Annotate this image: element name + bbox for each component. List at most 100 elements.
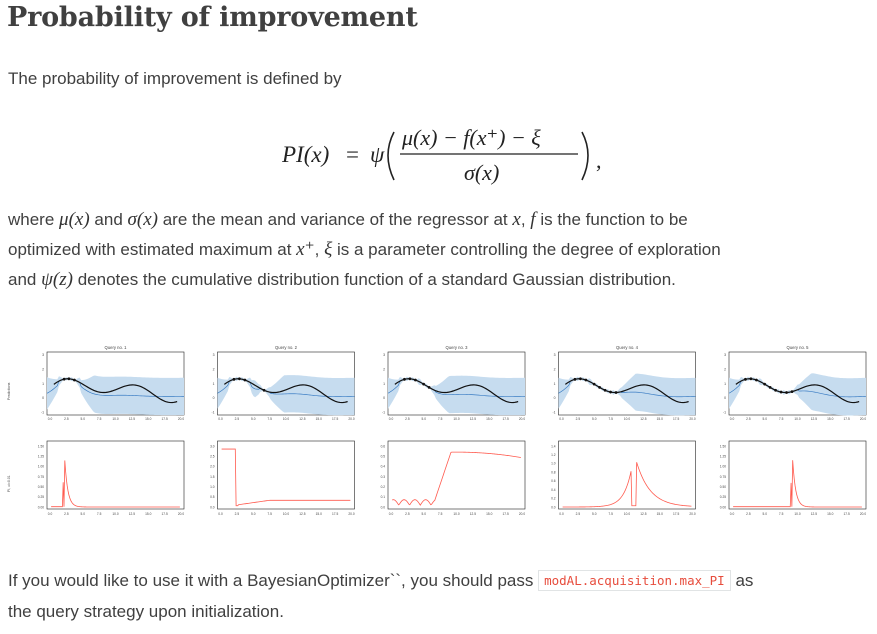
bottom-y-tick: 0.00 [38,505,44,509]
query-panel: Query no. 4 -1 0 1 2 3 0.0 2.5 5.0 7.5 10.0 12.5 15.… [551,345,696,516]
bottom-axes [217,440,355,510]
psiz-symbol: ψ(z) [41,269,73,290]
xplus-symbol: x⁺ [296,239,315,260]
top-y-tick: 1 [554,382,556,386]
bottom-y-tick: 0.2 [381,485,386,489]
bottom-y-tick: 0.6 [551,479,556,483]
bottom-x-tick: 15.0 [316,512,322,516]
top-x-tick: 2.5 [235,417,240,421]
query-panel: Query no. 1 -1 0 1 2 3 0.0 2.5 5.0 7.5 10.0 12.5 15.… [38,345,185,516]
top-x-tick: 2.5 [405,417,410,421]
bottom-y-tick: 0.1 [381,495,386,499]
panel-title: Query no. 3 [446,345,469,350]
top-y-tick: 0 [383,396,385,400]
formula-psi: ψ [370,142,385,167]
panel-title: Query no. 1 [105,345,128,350]
bottom-x-tick: 2.5 [235,512,240,516]
max-pi-code: modAL.acquisition.max_PI [538,570,731,591]
bottom-x-tick: 20.0 [178,512,184,516]
top-y-tick: 3 [724,353,726,357]
observed-point [592,382,596,386]
top-x-tick: 20.0 [689,417,695,421]
bottom-x-tick: 2.5 [746,512,751,516]
top-y-tick: 2 [724,367,726,371]
top-y-tick: -1 [41,410,44,414]
bottom-x-tick: 12.5 [299,512,305,516]
bottom-x-tick: 5.0 [251,512,256,516]
top-x-tick: 17.5 [332,417,338,421]
top-x-tick: 17.5 [673,417,679,421]
top-x-tick: 5.0 [422,417,427,421]
top-y-tick: -1 [211,410,214,414]
top-y-tick: 0 [42,396,44,400]
bottom-x-tick: 0.0 [48,512,53,516]
bottom-x-tick: 20.0 [689,512,695,516]
bottom-x-tick: 15.0 [827,512,833,516]
bottom-x-tick: 5.0 [81,512,86,516]
top-x-tick: 2.5 [64,417,69,421]
bottom-y-tick: 1.5 [210,475,215,479]
bottom-x-tick: 17.5 [673,512,679,516]
top-y-tick: 2 [554,367,556,371]
bottom-y-tick: 1.0 [551,462,556,466]
bottom-x-tick: 0.0 [730,512,735,516]
description-paragraph: where μ(x) and σ(x) are the mean and var… [8,209,721,290]
top-y-tick: 1 [383,382,385,386]
bottom-x-tick: 17.5 [162,512,168,516]
top-x-tick: 17.5 [503,417,509,421]
bottom-x-tick: 5.0 [763,512,768,516]
top-x-tick: 7.5 [97,417,102,421]
formula-lhs: PI(x) [282,142,329,167]
top-x-tick: 15.0 [657,417,663,421]
observed-point [755,378,758,382]
intro-text: The probability of improvement is define… [8,69,342,88]
formula-numerator: μ(x) − f(x⁺) − ξ [401,125,541,150]
bottom-x-tick: 7.5 [97,512,102,516]
top-x-tick: 7.5 [438,417,443,421]
bottom-y-tick: 0.4 [551,488,556,492]
bottom-x-tick: 0.0 [389,512,394,516]
top-y-tick: 1 [724,382,726,386]
formula-right-paren [581,131,589,181]
bottom-x-tick: 2.5 [576,512,581,516]
observed-point [614,391,618,394]
top-x-tick: 5.0 [251,417,256,421]
bottom-x-tick: 15.0 [145,512,151,516]
pi-curve [391,451,521,506]
mu-symbol: μ(x) [59,209,90,230]
observed-point [603,388,607,392]
bottom-y-tick: 0.8 [551,470,556,474]
bottom-y-tick: 1.50 [720,444,726,448]
top-y-tick: 2 [383,367,385,371]
top-x-tick: 0.0 [730,417,735,421]
top-y-tick: -1 [723,410,726,414]
top-y-tick: -1 [552,410,555,414]
bottom-y-tick: 0.5 [381,454,386,458]
bottom-y-tick: 0.0 [551,505,556,509]
formula-equals: = [346,142,359,167]
top-y-tick: -1 [382,410,385,414]
top-x-tick: 0.0 [48,417,53,421]
observed-point [73,378,76,382]
bottom-x-tick: 7.5 [438,512,443,516]
bottom-x-tick: 7.5 [608,512,613,516]
top-y-tick: 3 [383,353,385,357]
observed-point [427,386,431,389]
bottom-y-tick: 0.50 [38,485,44,489]
top-x-tick: 0.0 [559,417,564,421]
top-x-tick: 12.5 [299,417,305,421]
observed-point [779,390,783,394]
panel-title: Query no. 5 [787,345,810,350]
bottom-y-tick: 1.50 [38,444,44,448]
pi-formula: PI(x) = ψ μ(x) − f(x⁺) − ξ σ(x) , [282,125,602,185]
top-x-tick: 10.0 [112,417,118,421]
bottom-y-tick: 0.75 [720,475,726,479]
bottom-axes [46,440,185,510]
bottom-x-tick: 2.5 [405,512,410,516]
bottom-x-tick: 10.0 [283,512,289,516]
observed-point [768,386,772,389]
bottom-x-tick: 17.5 [503,512,509,516]
top-x-tick: 7.5 [608,417,613,421]
bottom-x-tick: 5.0 [592,512,597,516]
bottom-y-tick: 0.0 [381,505,386,509]
